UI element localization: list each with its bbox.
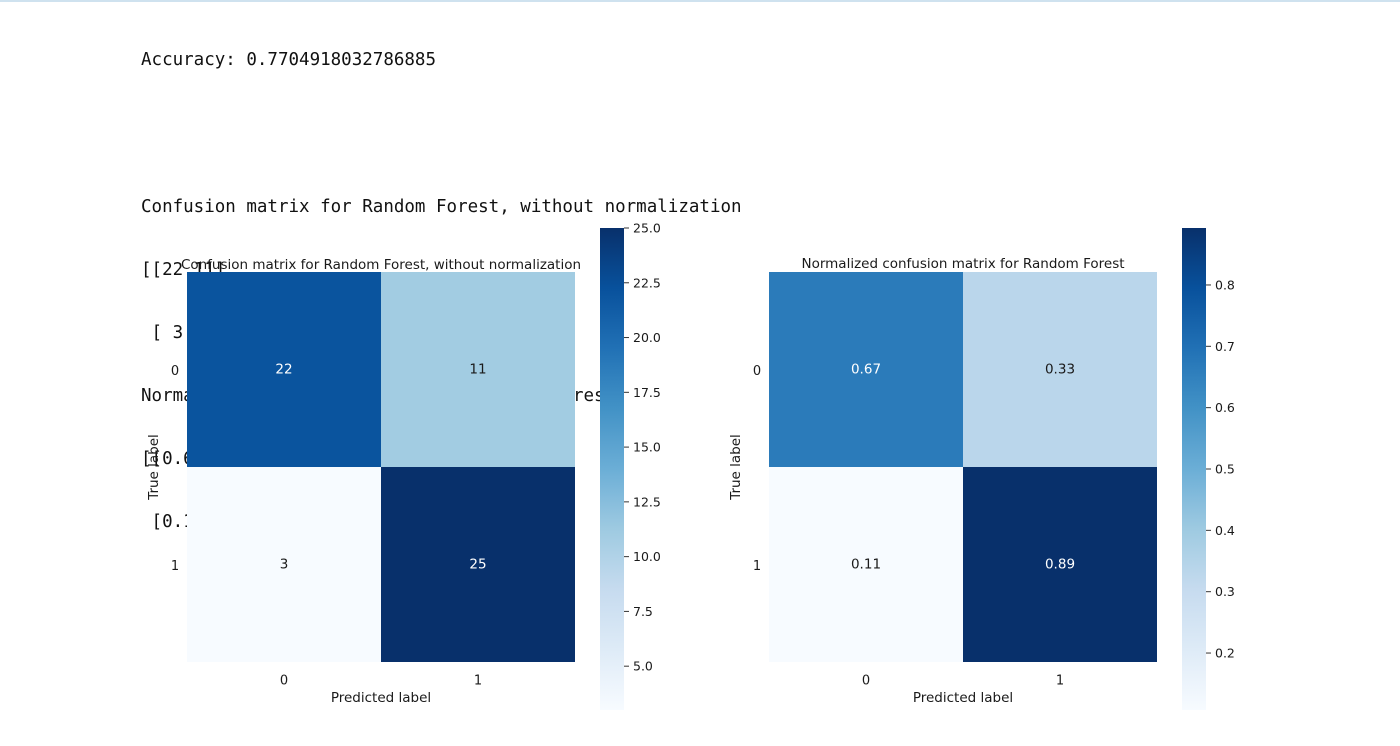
heatmap-cell: [381, 272, 575, 467]
colorbar-tick-label: 15.0: [633, 440, 661, 455]
heatmap-cell: [769, 467, 963, 662]
colorbar: [600, 228, 624, 710]
cell-value-label: 22: [275, 362, 292, 378]
colorbar-tick-label: 0.4: [1215, 523, 1235, 538]
colorbar-tick-label: 25.0: [633, 221, 661, 236]
console-line: Confusion matrix for Random Forest, with…: [141, 197, 742, 217]
colorbar: [1182, 228, 1206, 710]
x-axis-label: Predicted label: [331, 690, 431, 706]
colorbar-tick-label: 0.8: [1215, 277, 1235, 292]
cell-value-label: 0.11: [851, 557, 881, 573]
accuracy-line: Accuracy: 0.7704918032786885: [141, 50, 437, 70]
cell-value-label: 3: [280, 557, 289, 573]
x-axis-label: Predicted label: [913, 690, 1013, 706]
heatmap-cell: [963, 272, 1157, 467]
y-axis-label: True label: [728, 434, 744, 501]
heatmap-cell: [963, 467, 1157, 662]
y-tick-label: 0: [753, 364, 761, 379]
colorbar-tick-label: 20.0: [633, 330, 661, 345]
x-tick-label: 1: [474, 674, 482, 689]
y-tick-label: 0: [171, 364, 179, 379]
colorbar-tick-label: 17.5: [633, 385, 661, 400]
colorbar-tick-label: 0.2: [1215, 646, 1235, 661]
y-axis-label: True label: [146, 434, 162, 501]
cell-value-label: 25: [469, 557, 486, 573]
colorbar-tick-label: 0.6: [1215, 400, 1235, 415]
colorbar-tick-label: 0.5: [1215, 462, 1235, 477]
cell-value-label: 0.67: [851, 362, 881, 378]
colorbar-tick-label: 0.3: [1215, 584, 1235, 599]
heatmap-cell: [187, 467, 381, 662]
colorbar-tick-label: 12.5: [633, 494, 661, 509]
colorbar-tick-label: 22.5: [633, 275, 661, 290]
cell-value-label: 11: [469, 362, 486, 378]
x-tick-label: 0: [280, 674, 288, 689]
heatmap-cell: [769, 272, 963, 467]
colorbar-tick-label: 0.7: [1215, 339, 1235, 354]
chart-title: Confusion matrix for Random Forest, with…: [181, 257, 581, 273]
heatmap-cell: [381, 467, 575, 662]
y-tick-label: 1: [753, 559, 761, 574]
colorbar-tick-label: 5.0: [633, 659, 653, 674]
chart-title: Normalized confusion matrix for Random F…: [801, 256, 1124, 272]
y-tick-label: 1: [171, 559, 179, 574]
cell-value-label: 0.89: [1045, 557, 1075, 573]
heatmap-cell: [187, 272, 381, 467]
cell-value-label: 0.33: [1045, 362, 1075, 378]
x-tick-label: 0: [862, 674, 870, 689]
colorbar-tick-label: 7.5: [633, 604, 653, 619]
colorbar-tick-label: 10.0: [633, 549, 661, 564]
output-top-rule: [0, 0, 1400, 2]
x-tick-label: 1: [1056, 674, 1064, 689]
